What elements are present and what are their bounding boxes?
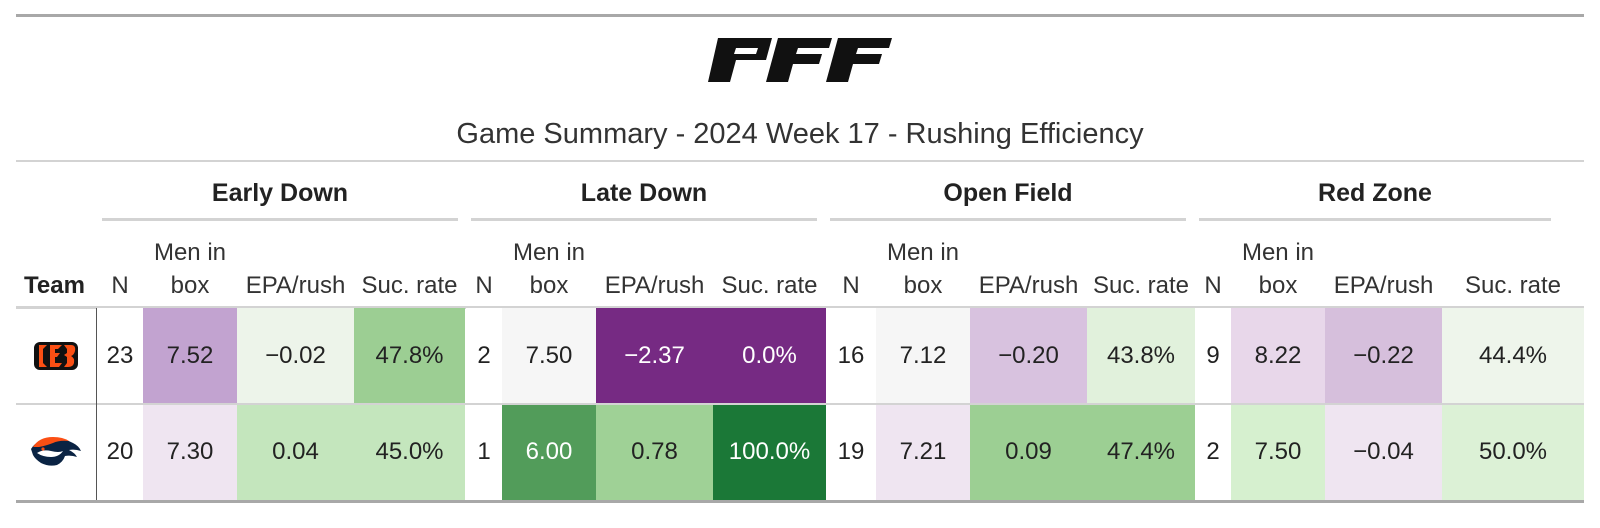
title-rule	[16, 160, 1584, 162]
group-header-open-field: Open Field	[830, 174, 1186, 221]
cell-red-zone-men-in-box: 7.50	[1231, 404, 1325, 500]
cell-open-field-men-in-box: 7.21	[876, 404, 970, 500]
table-row: 23 7.52 −0.02 47.8% 2 7.50 −2.37 0.0% 16 7.12 −0.2…	[16, 308, 1584, 404]
bengals-logo	[16, 308, 96, 404]
team-column-separator	[96, 308, 97, 502]
column-header-open-field-men-in-box: Men in box	[886, 239, 960, 299]
column-header-open-field-n: N	[842, 272, 860, 299]
cell-red-zone-n: 2	[1195, 404, 1231, 500]
cell-late-down-epa-rush: 0.78	[596, 404, 713, 500]
cell-late-down-suc-rate: 0.0%	[713, 308, 826, 404]
column-header-red-zone-epa-rush: EPA/rush	[1333, 272, 1434, 299]
column-header-team: Team	[24, 272, 85, 299]
group-header-early-down: Early Down	[102, 174, 458, 221]
cell-late-down-n: 2	[466, 308, 502, 404]
cell-red-zone-epa-rush: −0.04	[1325, 404, 1442, 500]
cell-early-down-men-in-box: 7.52	[143, 308, 237, 404]
column-header-early-down-men-in-box: Men in box	[153, 239, 227, 299]
cell-open-field-n: 16	[826, 308, 876, 404]
cell-red-zone-n: 9	[1195, 308, 1231, 404]
cell-red-zone-men-in-box: 8.22	[1231, 308, 1325, 404]
cell-open-field-suc-rate: 47.4%	[1087, 404, 1195, 500]
column-header-open-field-epa-rush: EPA/rush	[978, 272, 1079, 299]
cell-open-field-n: 19	[826, 404, 876, 500]
cell-late-down-suc-rate: 100.0%	[713, 404, 826, 500]
column-header-late-down-n: N	[475, 272, 493, 299]
cell-red-zone-suc-rate: 50.0%	[1442, 404, 1584, 500]
cell-open-field-men-in-box: 7.12	[876, 308, 970, 404]
cell-late-down-epa-rush: −2.37	[596, 308, 713, 404]
cell-early-down-n: 23	[97, 308, 143, 404]
column-header-early-down-n: N	[111, 272, 129, 299]
table-title: Game Summary - 2024 Week 17 - Rushing Ef…	[456, 118, 1144, 150]
column-header-red-zone-men-in-box: Men in box	[1241, 239, 1315, 299]
cell-early-down-n: 20	[97, 404, 143, 500]
table-frame: Game Summary - 2024 Week 17 - Rushing Ef…	[16, 14, 1584, 503]
group-header-late-down: Late Down	[471, 174, 817, 221]
pff-logo	[708, 38, 892, 82]
cell-red-zone-suc-rate: 44.4%	[1442, 308, 1584, 404]
cell-late-down-n: 1	[466, 404, 502, 500]
column-header-red-zone-suc-rate: Suc. rate	[1464, 272, 1562, 299]
cell-red-zone-epa-rush: −0.22	[1325, 308, 1442, 404]
cell-early-down-suc-rate: 47.8%	[354, 308, 465, 404]
top-rule	[16, 14, 1584, 17]
table-row: 20 7.30 0.04 45.0% 1 6.00 0.78 100.0% 19 7.21 0.09…	[16, 404, 1584, 500]
cell-early-down-epa-rush: 0.04	[237, 404, 354, 500]
column-header-early-down-suc-rate: Suc. rate	[361, 272, 458, 299]
column-header-late-down-epa-rush: EPA/rush	[604, 272, 705, 299]
cell-early-down-suc-rate: 45.0%	[354, 404, 465, 500]
cell-open-field-epa-rush: 0.09	[970, 404, 1087, 500]
cell-open-field-suc-rate: 43.8%	[1087, 308, 1195, 404]
header-rule	[16, 306, 1584, 309]
cell-early-down-men-in-box: 7.30	[143, 404, 237, 500]
cell-late-down-men-in-box: 7.50	[502, 308, 596, 404]
column-header-late-down-men-in-box: Men in box	[512, 239, 586, 299]
column-header-late-down-suc-rate: Suc. rate	[721, 272, 818, 299]
group-header-red-zone: Red Zone	[1199, 174, 1551, 221]
column-header-open-field-suc-rate: Suc. rate	[1092, 272, 1190, 299]
cell-late-down-men-in-box: 6.00	[502, 404, 596, 500]
bottom-rule	[16, 500, 1584, 503]
cell-early-down-epa-rush: −0.02	[237, 308, 354, 404]
broncos-logo	[16, 404, 96, 500]
column-header-red-zone-n: N	[1204, 272, 1222, 299]
column-header-early-down-epa-rush: EPA/rush	[245, 272, 346, 299]
row-rule	[16, 403, 1584, 405]
cell-open-field-epa-rush: −0.20	[970, 308, 1087, 404]
